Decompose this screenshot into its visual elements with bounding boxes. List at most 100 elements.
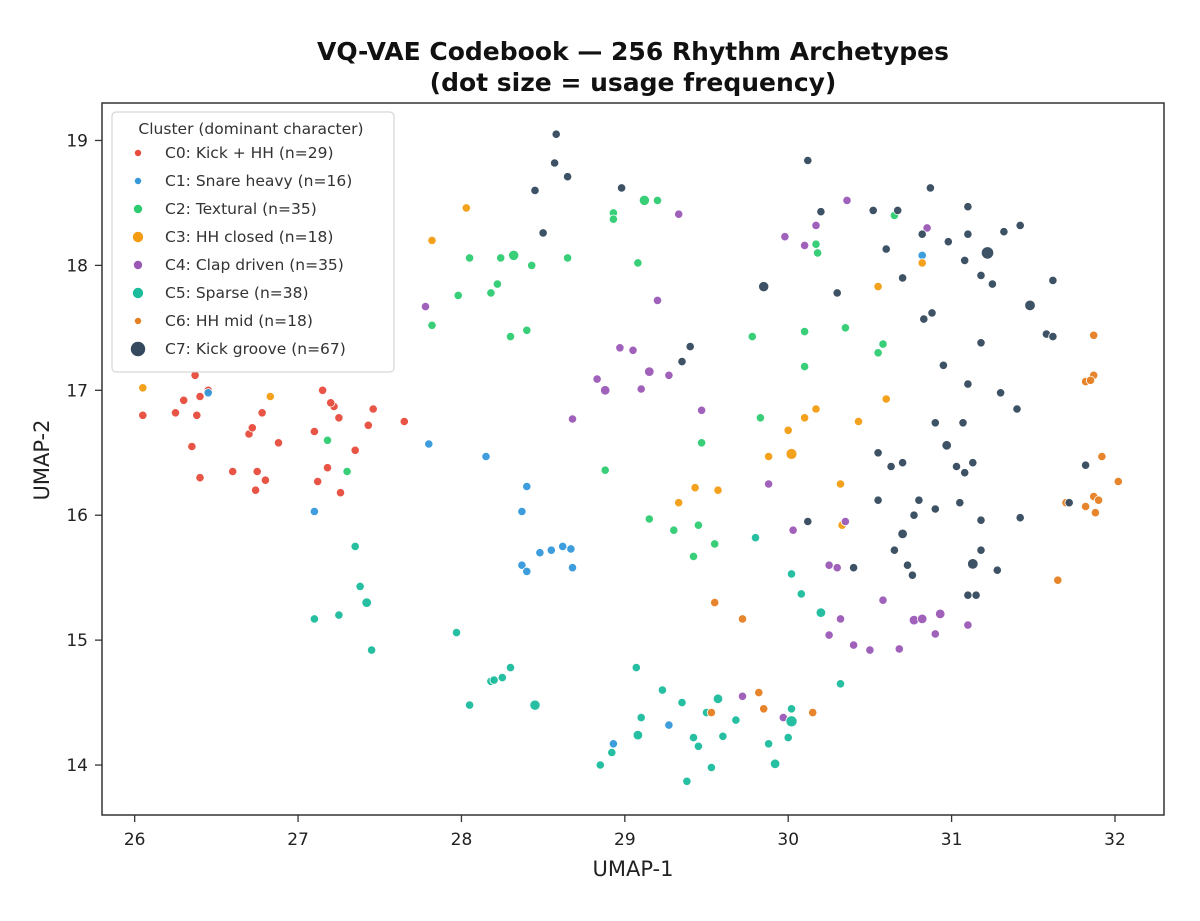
data-point — [938, 360, 949, 370]
data-point — [963, 202, 973, 212]
data-point — [677, 356, 687, 367]
legend: Cluster (dominant character) C0: Kick + H… — [111, 111, 395, 373]
x-axis-label: UMAP-1 — [593, 857, 674, 881]
data-point — [530, 185, 540, 195]
data-point — [368, 404, 378, 414]
data-point — [685, 341, 695, 352]
data-point — [424, 439, 434, 449]
data-point — [706, 707, 717, 718]
data-point — [203, 388, 213, 398]
series-c1 — [203, 250, 927, 749]
data-point — [638, 194, 650, 206]
data-point — [971, 590, 981, 600]
data-point — [987, 279, 998, 289]
data-point — [799, 240, 810, 250]
data-point — [930, 504, 940, 514]
data-point — [682, 776, 692, 786]
data-point — [1097, 451, 1107, 462]
y-tick-label: 16 — [66, 506, 88, 526]
data-point — [803, 155, 813, 166]
data-point — [832, 288, 842, 298]
data-point — [366, 645, 377, 655]
data-point — [769, 758, 781, 769]
data-point — [1089, 330, 1099, 340]
data-point — [558, 541, 568, 552]
data-point — [664, 720, 674, 730]
data-point — [696, 405, 707, 415]
data-point — [1053, 575, 1063, 585]
data-point — [1015, 513, 1025, 523]
data-point — [812, 248, 823, 258]
data-point — [785, 448, 798, 460]
data-point — [865, 645, 875, 655]
data-point — [326, 398, 336, 408]
data-point — [886, 461, 896, 472]
data-point — [522, 481, 532, 492]
data-point — [600, 385, 611, 396]
data-point — [251, 485, 261, 495]
series-c2 — [322, 194, 900, 562]
data-point — [170, 408, 181, 418]
data-point — [696, 438, 707, 448]
data-point — [187, 441, 197, 452]
data-point — [607, 747, 617, 758]
legend-entry: C0: Kick + HH (n=29) — [165, 144, 334, 162]
data-point — [595, 760, 605, 770]
data-point — [881, 394, 891, 404]
data-point — [718, 731, 728, 741]
data-point — [960, 468, 970, 478]
data-point — [759, 704, 769, 714]
data-point — [835, 614, 846, 624]
data-point — [228, 466, 238, 477]
data-point — [546, 545, 556, 555]
plot-frame — [101, 102, 1165, 816]
data-point — [1081, 460, 1091, 470]
data-point — [192, 410, 202, 420]
data-point — [657, 685, 668, 695]
data-point — [848, 563, 859, 573]
legend-entry: C1: Snare heavy (n=16) — [165, 172, 352, 190]
data-point — [633, 258, 643, 268]
data-point — [355, 581, 365, 592]
data-point — [481, 451, 491, 462]
data-point — [992, 565, 1002, 575]
data-point — [247, 423, 257, 433]
data-point — [902, 560, 913, 570]
data-point — [835, 479, 846, 489]
data-point — [427, 320, 437, 330]
data-point — [754, 687, 764, 698]
data-point — [811, 220, 821, 230]
data-point — [1024, 299, 1036, 312]
legend-box — [111, 111, 395, 373]
data-point — [538, 228, 548, 238]
data-point — [608, 739, 619, 749]
data-point — [958, 418, 968, 428]
data-point — [907, 570, 918, 580]
legend-marker — [132, 231, 144, 243]
data-point — [799, 361, 810, 372]
data-point — [976, 515, 986, 525]
data-point — [265, 391, 275, 402]
data-point — [963, 620, 973, 630]
data-point — [783, 425, 793, 435]
y-tick-label: 15 — [66, 631, 88, 651]
legend-title: Cluster (dominant character) — [138, 120, 363, 138]
data-point — [322, 435, 333, 445]
data-point — [1113, 476, 1123, 487]
data-point — [706, 762, 717, 773]
y-tick-label: 17 — [66, 381, 88, 401]
data-point — [842, 195, 852, 205]
data-point — [917, 258, 927, 268]
data-point — [690, 483, 700, 493]
data-point — [832, 563, 842, 573]
data-point — [786, 704, 797, 714]
data-point — [894, 644, 904, 654]
data-point — [309, 614, 319, 624]
data-point — [1081, 501, 1091, 512]
data-point — [489, 675, 499, 685]
data-point — [712, 693, 724, 704]
data-point — [350, 541, 360, 552]
legend-entry: C4: Clap driven (n=35) — [165, 256, 344, 274]
data-point — [567, 414, 578, 424]
